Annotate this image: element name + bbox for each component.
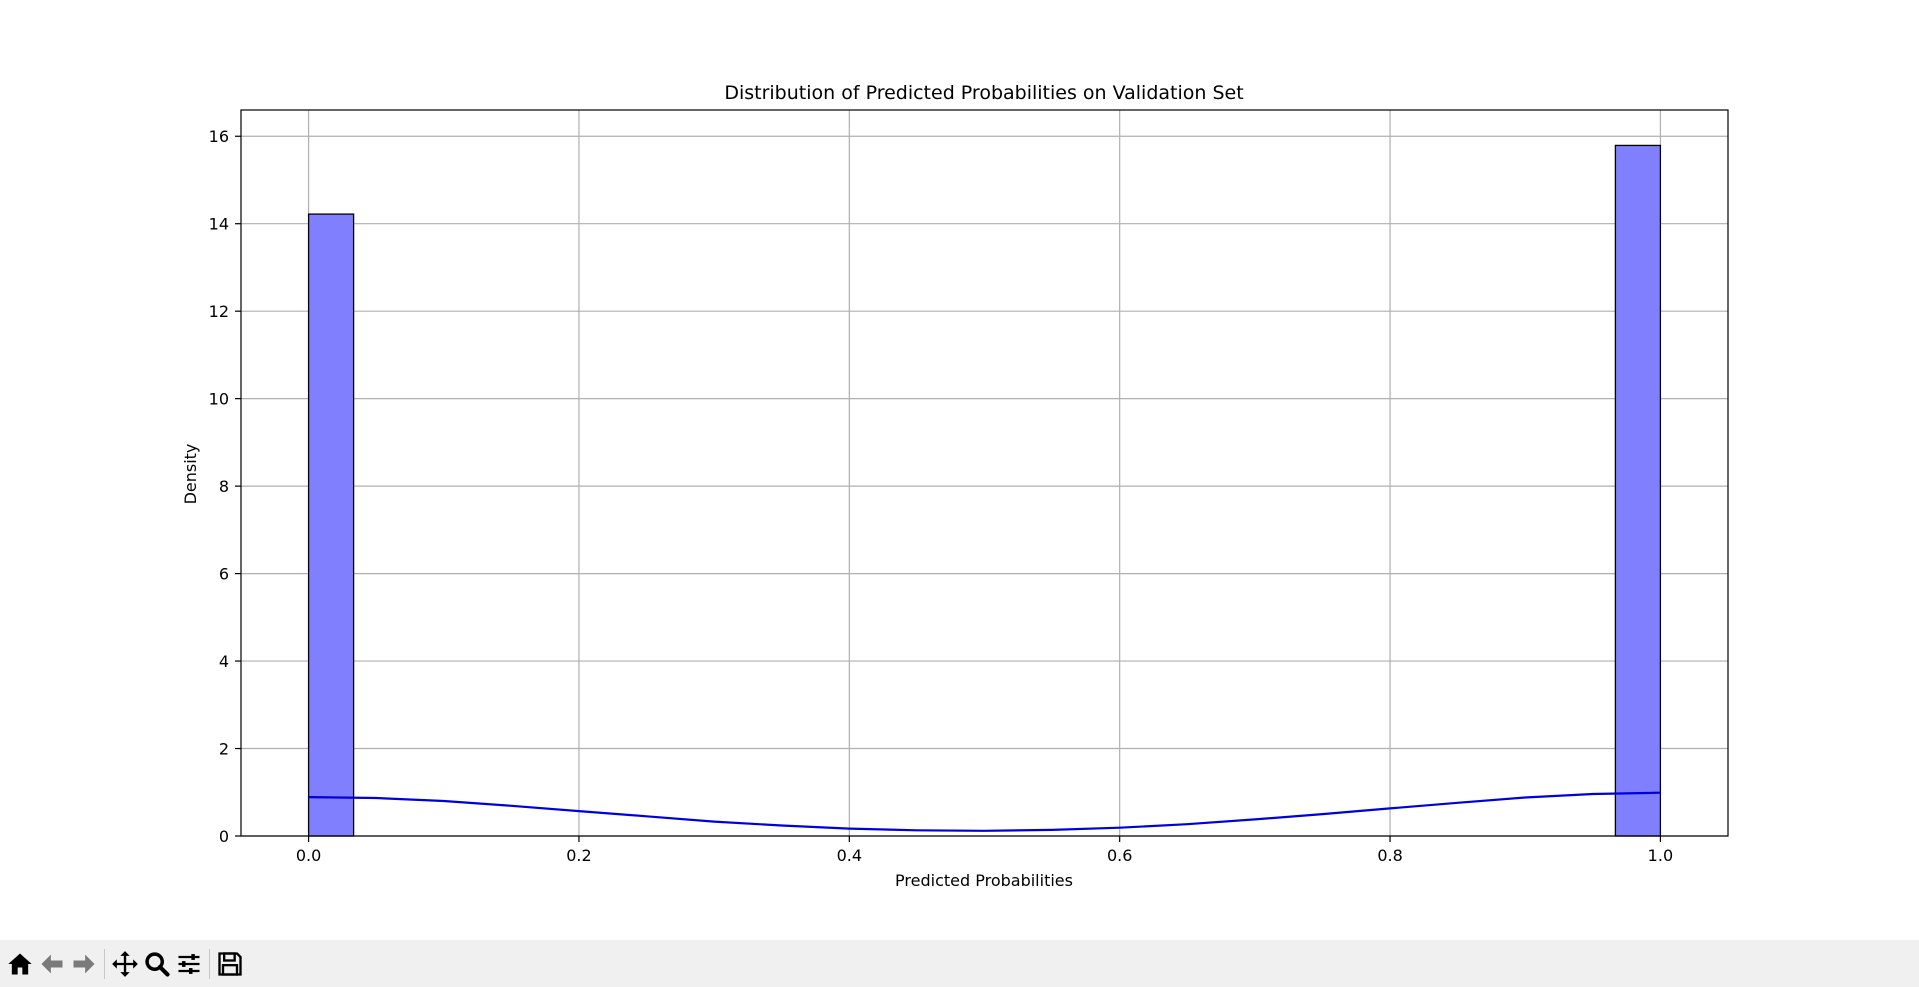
y-tick-label: 0 <box>219 827 229 846</box>
y-tick-label: 8 <box>219 477 229 496</box>
kde-curve <box>308 791 1661 832</box>
navigation-toolbar <box>0 940 1919 987</box>
y-tick-label: 12 <box>209 302 229 321</box>
forward-button[interactable] <box>68 944 100 984</box>
grid-layer <box>241 110 1728 837</box>
histogram-bar <box>1614 144 1662 837</box>
y-axis-label: Density <box>181 444 200 505</box>
x-tick-label: 0.6 <box>1107 846 1132 865</box>
y-tick-label: 14 <box>209 215 229 234</box>
configure-subplots-button[interactable] <box>173 944 205 984</box>
y-tick-label: 16 <box>209 127 229 146</box>
x-tick-label: 1.0 <box>1648 846 1673 865</box>
pan-icon <box>112 950 138 977</box>
home-icon <box>8 953 32 974</box>
y-tick-label: 2 <box>219 740 229 759</box>
zoom-button[interactable] <box>141 944 173 984</box>
kde-layer <box>308 791 1661 832</box>
y-tick-label: 6 <box>219 565 229 584</box>
configure-subplots-icon <box>178 953 200 974</box>
y-tick-label: 10 <box>209 390 229 409</box>
home-button[interactable] <box>4 944 36 984</box>
chart-title: Distribution of Predicted Probabilities … <box>724 82 1243 104</box>
bars-layer <box>307 144 1662 837</box>
x-axis-label: Predicted Probabilities <box>895 871 1073 890</box>
toolbar-separator <box>209 948 210 979</box>
plot-frame <box>240 109 1729 837</box>
histogram-bar <box>307 213 355 837</box>
ticks-layer: 0.0 0.2 0.4 0.6 0.8 1.0 0 2 4 6 8 10 12 14 16 <box>209 127 1673 865</box>
x-tick-label: 0.8 <box>1377 846 1402 865</box>
x-tick-label: 0.0 <box>296 846 321 865</box>
x-tick-label: 0.2 <box>566 846 591 865</box>
back-button[interactable] <box>36 944 68 984</box>
save-icon <box>218 951 242 976</box>
x-tick-label: 0.4 <box>837 846 862 865</box>
save-button[interactable] <box>214 944 246 984</box>
forward-icon <box>73 954 95 973</box>
toolbar-separator <box>104 948 105 979</box>
y-tick-label: 4 <box>219 652 229 671</box>
back-icon <box>41 954 63 973</box>
pan-button[interactable] <box>109 944 141 984</box>
figure: 0.0 0.2 0.4 0.6 0.8 1.0 0 2 4 6 8 10 12 14 16 Distribu… <box>181 82 1729 890</box>
zoom-icon <box>145 951 170 977</box>
